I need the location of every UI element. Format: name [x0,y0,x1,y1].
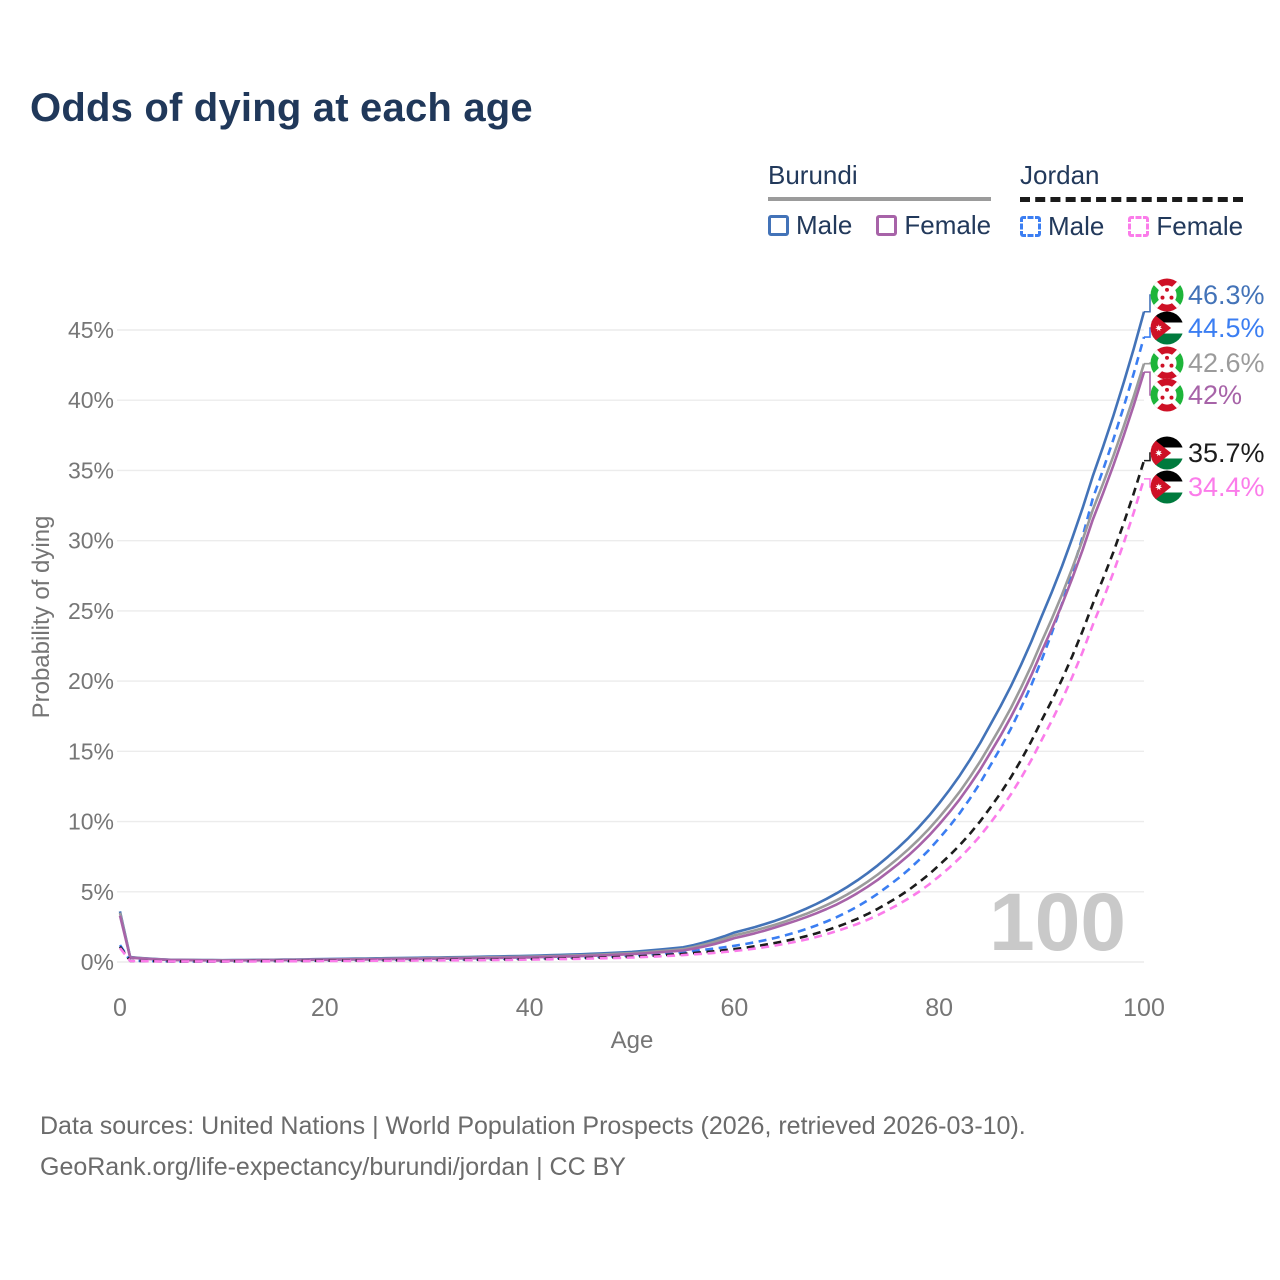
x-tick-label-0: 0 [113,994,127,1022]
y-tick-label-35: 35% [68,457,114,483]
footer: Data sources: United Nations | World Pop… [40,1106,1026,1188]
series-line-burundi-both [118,363,1146,962]
y-tick-label-10: 10% [68,809,114,835]
series-line-burundi-female [118,371,1146,962]
legend-burundi-female-label: Female [904,210,992,240]
legend-item-burundi-female[interactable]: Female [876,210,991,241]
jordan-dashed-line-sample [1020,197,1244,202]
footer-data-sources: Data sources: United Nations | World Pop… [40,1112,1026,1140]
burundi-flag-icon [1150,346,1184,380]
x-tick-label-60: 60 [720,994,748,1022]
y-tick-label-40: 40% [68,387,114,413]
y-tick-label-5: 5% [81,879,114,905]
jordan-female-swatch-icon [1128,216,1150,237]
legend-item-jordan-female[interactable]: Female [1128,211,1243,242]
footer-attribution[interactable]: GeoRank.org/life-expectancy/burundi/jord… [40,1153,626,1181]
y-tick-label-15: 15% [68,738,114,764]
end-value-label-jordan-male: 44.5% [1188,313,1265,343]
legend-jordan-female-label: Female [1156,211,1244,241]
burundi-female-swatch-icon [876,215,898,236]
jordan-male-swatch-icon [1020,216,1041,237]
end-value-label-jordan-both: 35.7% [1188,438,1265,468]
jordan-flag-icon [1150,311,1184,345]
end-value-label-burundi-both: 42.6% [1188,348,1265,378]
x-tick-label-20: 20 [311,994,339,1022]
y-tick-label-30: 30% [68,528,114,554]
page-title: Odds of dying at each age [30,86,533,130]
series-line-jordan-male [118,336,1146,963]
y-tick-label-0: 0% [81,949,114,975]
burundi-male-swatch-icon [768,215,789,236]
y-tick-label-25: 25% [68,598,114,624]
jordan-flag-icon [1150,436,1184,470]
legend-group-burundi: Burundi Male Female [768,160,992,241]
y-tick-label-45: 45% [68,317,114,343]
legend-jordan-male-label: Male [1048,211,1105,241]
x-axis-title: Age [611,1027,654,1054]
burundi-solid-line-sample [768,197,992,201]
legend-item-jordan-male[interactable]: Male [1020,211,1104,242]
burundi-flag-icon [1150,378,1184,412]
end-value-label-burundi-female: 42% [1188,380,1242,410]
legend-group-jordan: Jordan Male Female [1020,160,1244,242]
legend-jordan-label: Jordan [1020,160,1100,190]
series-line-burundi-male [118,311,1146,962]
jordan-flag-icon [1150,470,1184,504]
x-tick-label-40: 40 [516,994,544,1022]
end-value-label-burundi-male: 46.3% [1188,280,1265,310]
x-tick-label-80: 80 [925,994,953,1022]
legend-burundi-male-label: Male [796,210,853,240]
chart-canvas: 0% 5% 10% 15% 20% 25% 30% 35% 40% 45% 0 20 40 60 80 100… [68,278,1265,1054]
legend-item-burundi-male[interactable]: Male [768,210,852,241]
legend-burundi-label: Burundi [768,160,858,190]
y-tick-label-20: 20% [68,668,114,694]
burundi-flag-icon [1150,278,1184,312]
end-value-label-jordan-female: 34.4% [1188,472,1265,502]
age-watermark: 100 [989,877,1126,968]
x-tick-label-100: 100 [1123,994,1165,1022]
series-line-jordan-female [118,478,1146,963]
